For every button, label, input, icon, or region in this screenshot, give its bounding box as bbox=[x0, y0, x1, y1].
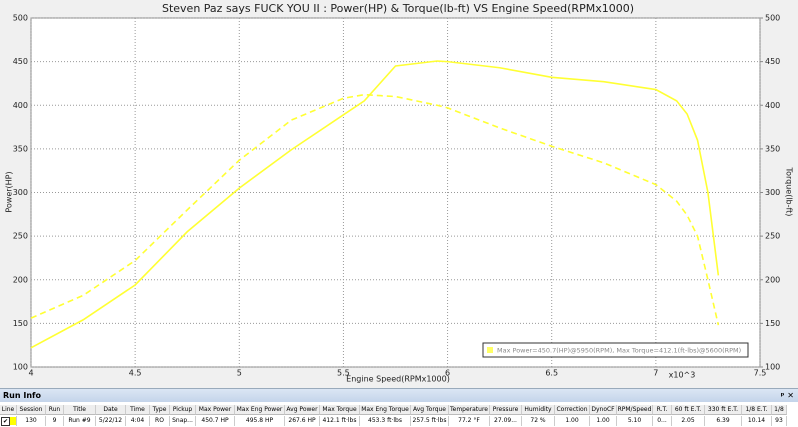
table-cell: 6.39 bbox=[705, 416, 742, 426]
table-cell: 257.5 ft·lbs bbox=[411, 416, 449, 426]
table-cell: 130 bbox=[17, 416, 46, 426]
column-header[interactable]: Date bbox=[96, 405, 126, 415]
checkbox[interactable]: ✔ bbox=[1, 417, 10, 426]
table-cell: 450.7 HP bbox=[196, 416, 235, 426]
column-header[interactable]: Avg Torque bbox=[411, 405, 449, 415]
y-tick-label: 350 bbox=[13, 144, 28, 153]
x-tick-label: 4 bbox=[28, 369, 33, 378]
x-tick-label: 6 bbox=[445, 369, 450, 378]
legend-box bbox=[482, 342, 749, 358]
column-header[interactable]: Session bbox=[17, 405, 46, 415]
column-header[interactable]: Title bbox=[64, 405, 96, 415]
table-cell: 412.1 ft·lbs bbox=[320, 416, 360, 426]
table-cell: 0... bbox=[653, 416, 672, 426]
table-cell: 4:04 bbox=[126, 416, 150, 426]
table-cell: RO bbox=[150, 416, 170, 426]
y-tick-label: 200 bbox=[13, 275, 28, 284]
column-header[interactable]: DynoCF bbox=[590, 405, 617, 415]
table-cell: 10.14 bbox=[742, 416, 772, 426]
table-cell: 77.2 °F bbox=[449, 416, 490, 426]
y-axis-label: Power(HP) bbox=[5, 171, 14, 212]
column-header[interactable]: Run bbox=[46, 405, 64, 415]
column-header[interactable]: Max Eng Power bbox=[235, 405, 285, 415]
legend: Max Power=450.7(HP)@5950(RPM), Max Torqu… bbox=[482, 342, 749, 358]
table-cell: 72 % bbox=[522, 416, 555, 426]
chart: Steven Paz says FUCK YOU II : Power(HP) … bbox=[4, 2, 794, 384]
x-tick-label: 5.5 bbox=[337, 369, 350, 378]
x-tick-label: 7.5 bbox=[754, 369, 767, 378]
x-tick-label: 7 bbox=[653, 369, 658, 378]
y2-tick-label: 450 bbox=[765, 57, 780, 66]
x-tick-label: 5 bbox=[237, 369, 242, 378]
plot-area bbox=[30, 17, 761, 368]
column-header[interactable]: Type bbox=[150, 405, 170, 415]
y-tick-label: 300 bbox=[13, 188, 28, 197]
column-header[interactable]: Humidity bbox=[522, 405, 555, 415]
column-header[interactable]: RPM/Speed bbox=[617, 405, 653, 415]
y-tick-label: 450 bbox=[13, 57, 28, 66]
y-tick-label: 100 bbox=[13, 363, 28, 372]
x-multiplier: x10^3 bbox=[669, 371, 696, 380]
column-header[interactable]: 1/8 bbox=[772, 405, 787, 415]
legend-text: Max Power=450.7(HP)@5950(RPM), Max Torqu… bbox=[497, 347, 741, 355]
column-header[interactable]: 1/8 E.T. bbox=[742, 405, 772, 415]
column-header[interactable]: R.T. bbox=[653, 405, 672, 415]
run-info-panel: Run Info ᵖ ✕ Line Session Run Title Date Time T… bbox=[0, 388, 798, 427]
table-cell: 2.05 bbox=[672, 416, 705, 426]
column-header[interactable]: 330 ft E.T. bbox=[705, 405, 742, 415]
y2-tick-label: 300 bbox=[765, 188, 780, 197]
column-header[interactable]: Pickup bbox=[170, 405, 196, 415]
x-tick-label: 6.5 bbox=[545, 369, 558, 378]
run-info-title-bar: Run Info ᵖ ✕ bbox=[0, 389, 798, 402]
y-tick-label: 250 bbox=[13, 232, 28, 241]
table-cell: 1.00 bbox=[590, 416, 617, 426]
column-header[interactable]: Max Power bbox=[196, 405, 235, 415]
table-cell: Snap... bbox=[170, 416, 196, 426]
line-cell: ✔ bbox=[0, 416, 17, 426]
panel-buttons[interactable]: ᵖ ✕ bbox=[780, 391, 794, 400]
series-line bbox=[30, 93, 720, 326]
column-header[interactable]: Max Torque bbox=[320, 405, 360, 415]
series-line bbox=[30, 60, 720, 349]
table-cell: 453.3 ft·lbs bbox=[360, 416, 411, 426]
table-cell: 495.8 HP bbox=[235, 416, 285, 426]
y2-tick-label: 250 bbox=[765, 232, 780, 241]
table-cell: 9 bbox=[46, 416, 64, 426]
column-header[interactable]: 60 ft E.T. bbox=[672, 405, 705, 415]
y2-tick-label: 150 bbox=[765, 319, 780, 328]
legend-swatch bbox=[487, 347, 493, 353]
column-header[interactable]: Avg Power bbox=[285, 405, 320, 415]
table-cell: 5/22/12 bbox=[96, 416, 126, 426]
column-header[interactable]: Max Eng Torque bbox=[360, 405, 411, 415]
table-cell: 5.10 bbox=[617, 416, 653, 426]
x-tick-label: 4.5 bbox=[129, 369, 142, 378]
y2-tick-label: 100 bbox=[765, 363, 780, 372]
y2-axis-label: Torque(lb-ft) bbox=[785, 167, 794, 217]
y-tick-label: 500 bbox=[13, 14, 28, 23]
y2-tick-label: 500 bbox=[765, 14, 780, 23]
y-tick-label: 150 bbox=[13, 319, 28, 328]
y2-tick-label: 400 bbox=[765, 101, 780, 110]
column-header[interactable]: Pressure bbox=[490, 405, 522, 415]
y2-tick-label: 200 bbox=[765, 275, 780, 284]
column-header[interactable]: Correction bbox=[555, 405, 590, 415]
table-cell: 267.6 HP bbox=[285, 416, 320, 426]
table-cell: 1.00 bbox=[555, 416, 590, 426]
y-tick-label: 400 bbox=[13, 101, 28, 110]
chart-title: Steven Paz says FUCK YOU II : Power(HP) … bbox=[162, 2, 634, 15]
table-cell: Run #9 bbox=[64, 416, 96, 426]
y2-tick-label: 350 bbox=[765, 144, 780, 153]
column-header[interactable]: Temperature bbox=[449, 405, 490, 415]
column-header[interactable]: Line bbox=[0, 405, 17, 415]
color-swatch bbox=[10, 417, 16, 425]
table-cell: 27.09... bbox=[490, 416, 522, 426]
table-cell: 93 bbox=[772, 416, 787, 426]
x-axis-label: Engine Speed(RPMx1000) bbox=[346, 375, 450, 384]
column-header[interactable]: Time bbox=[126, 405, 150, 415]
run-info-title: Run Info bbox=[3, 391, 41, 400]
